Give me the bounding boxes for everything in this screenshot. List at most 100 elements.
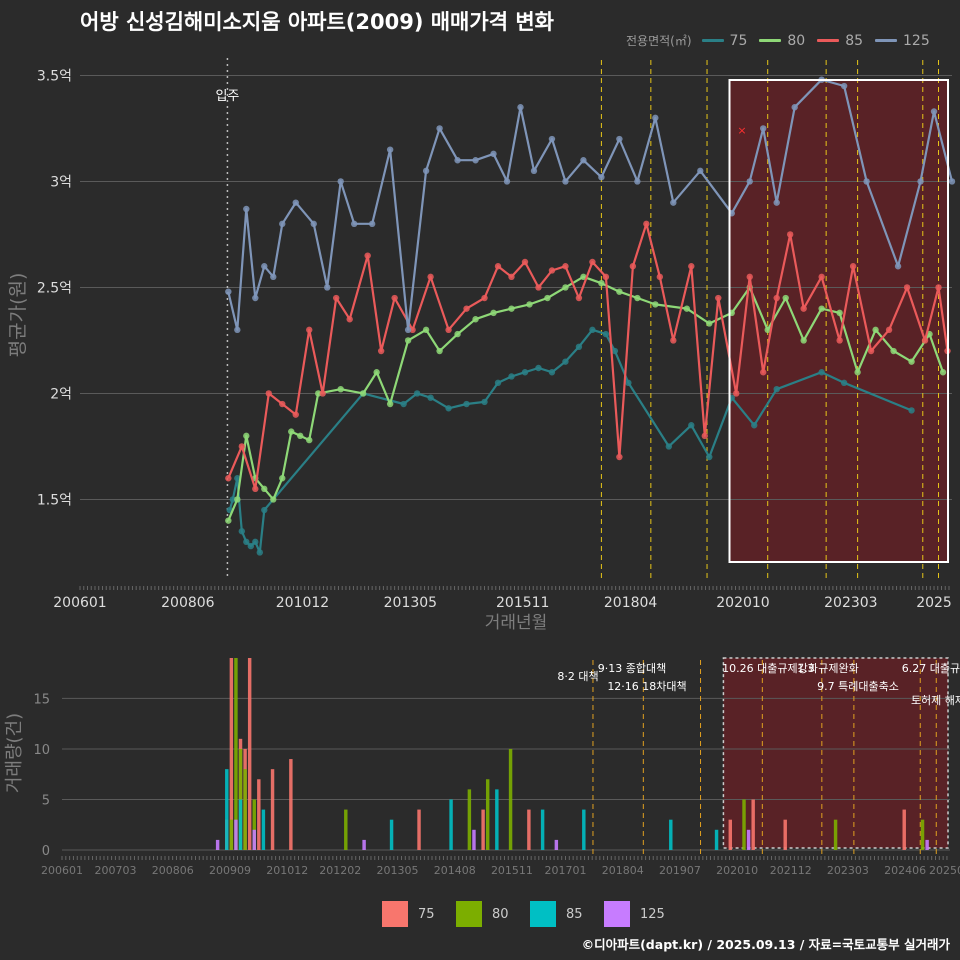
data-point-125 bbox=[454, 157, 461, 164]
data-point-125 bbox=[548, 135, 556, 143]
data-point-85 bbox=[481, 294, 488, 302]
data-point-125 bbox=[562, 178, 569, 185]
chart-title: 어방 신성김해미소지움 아파트(2009) 매매가격 변화 bbox=[80, 10, 554, 34]
volume-bar-85 bbox=[449, 799, 453, 850]
data-point-85 bbox=[409, 326, 416, 334]
volume-swatch-125 bbox=[604, 901, 630, 927]
volume-bar-80 bbox=[742, 799, 746, 850]
data-point-80 bbox=[306, 436, 313, 444]
red-x-marker: × bbox=[737, 124, 746, 137]
data-point-80 bbox=[634, 294, 641, 302]
data-point-80 bbox=[836, 309, 843, 317]
data-point-85 bbox=[364, 252, 371, 259]
data-point-80 bbox=[436, 347, 443, 355]
volume-bar-80 bbox=[234, 658, 238, 850]
x-tick-label: 202303 bbox=[824, 595, 877, 611]
volume-bar-80 bbox=[485, 779, 490, 850]
data-point-80 bbox=[872, 326, 879, 334]
volume-bar-75 bbox=[289, 759, 293, 850]
data-point-75 bbox=[494, 379, 502, 387]
data-point-80 bbox=[939, 369, 947, 376]
data-point-125 bbox=[697, 167, 704, 175]
data-point-80 bbox=[279, 475, 286, 482]
volume-bar-125 bbox=[362, 839, 366, 850]
data-point-125 bbox=[386, 146, 394, 153]
data-point-85 bbox=[656, 273, 664, 281]
volume-x-tick-label: 201907 bbox=[659, 864, 701, 877]
volume-x-tick-label: 200909 bbox=[209, 864, 251, 877]
policy-annotation: 12·16 18차대책 bbox=[607, 680, 686, 693]
volume-highlight-region bbox=[723, 658, 948, 848]
data-point-85 bbox=[225, 475, 232, 482]
data-point-80 bbox=[225, 517, 232, 524]
volume-x-tick-label: 200601 bbox=[41, 864, 83, 877]
data-point-85 bbox=[575, 294, 583, 302]
data-point-85 bbox=[670, 337, 677, 344]
volume-y-tick-label: 15 bbox=[33, 692, 50, 707]
volume-bar-85 bbox=[582, 809, 586, 850]
legend-item-80: 80 bbox=[759, 33, 805, 49]
policy-annotation: 1.3 규제완화 bbox=[797, 662, 858, 675]
data-point-80 bbox=[359, 390, 367, 397]
data-point-75 bbox=[548, 369, 556, 376]
data-point-80 bbox=[234, 496, 241, 503]
volume-bar-80 bbox=[920, 819, 925, 850]
legend-title: 전용면적(㎡) bbox=[626, 34, 692, 48]
volume-x-tick-label: 202112 bbox=[770, 864, 812, 877]
highlight-box bbox=[728, 79, 949, 563]
volume-x-tick-label: 201408 bbox=[434, 864, 476, 877]
data-point-80 bbox=[454, 330, 461, 338]
volume-bar-80 bbox=[344, 809, 348, 850]
data-point-80 bbox=[598, 280, 605, 287]
data-point-125 bbox=[760, 125, 767, 132]
data-point-85 bbox=[760, 369, 767, 376]
data-point-125 bbox=[422, 167, 430, 175]
data-point-85 bbox=[521, 258, 529, 266]
data-point-80 bbox=[683, 305, 691, 312]
data-point-75 bbox=[688, 422, 695, 429]
legend-item-85: 85 bbox=[817, 33, 863, 49]
highlight-region bbox=[729, 80, 948, 562]
data-point-125 bbox=[243, 205, 250, 213]
volume-bar-85 bbox=[495, 789, 499, 850]
volume-bar-125 bbox=[234, 819, 238, 850]
x-tick-label: 202010 bbox=[716, 595, 769, 611]
data-point-125 bbox=[652, 114, 659, 122]
volume-x-tick-label: 202303 bbox=[827, 864, 869, 877]
volume-bar-85 bbox=[669, 819, 673, 850]
data-point-125 bbox=[490, 150, 497, 158]
data-point-125 bbox=[310, 220, 317, 228]
data-point-80 bbox=[422, 326, 430, 334]
data-point-75 bbox=[427, 394, 434, 401]
data-point-125 bbox=[472, 157, 479, 164]
legend-swatch-75 bbox=[701, 39, 724, 42]
data-point-85 bbox=[867, 347, 875, 355]
data-point-125 bbox=[773, 199, 780, 206]
data-point-85 bbox=[494, 263, 502, 270]
data-point-125 bbox=[404, 326, 412, 334]
data-point-75 bbox=[706, 453, 713, 461]
series-line-125 bbox=[227, 78, 954, 331]
volume-bar-125 bbox=[554, 839, 559, 850]
volume-bar-75 bbox=[783, 819, 787, 850]
volume-x-tick-label: 201804 bbox=[602, 864, 644, 877]
data-point-80 bbox=[800, 337, 807, 344]
volume-bar-80 bbox=[508, 748, 513, 850]
data-point-85 bbox=[602, 273, 610, 281]
data-point-125 bbox=[791, 104, 798, 111]
legend-swatch-85 bbox=[817, 39, 840, 42]
data-point-80 bbox=[818, 305, 825, 312]
volume-bar-80 bbox=[467, 789, 472, 850]
data-point-85 bbox=[818, 273, 825, 281]
data-point-125 bbox=[503, 178, 511, 185]
data-point-125 bbox=[324, 284, 331, 291]
data-point-85 bbox=[773, 294, 780, 302]
data-point-75 bbox=[521, 369, 529, 376]
price-legend: 전용면적(㎡) 75 80 85 125 bbox=[626, 32, 934, 49]
data-point-75 bbox=[562, 358, 569, 365]
y-axis-label: 평균가(원) bbox=[7, 273, 29, 358]
data-point-85 bbox=[616, 453, 623, 461]
data-point-80 bbox=[580, 273, 587, 281]
data-point-85 bbox=[548, 267, 556, 274]
